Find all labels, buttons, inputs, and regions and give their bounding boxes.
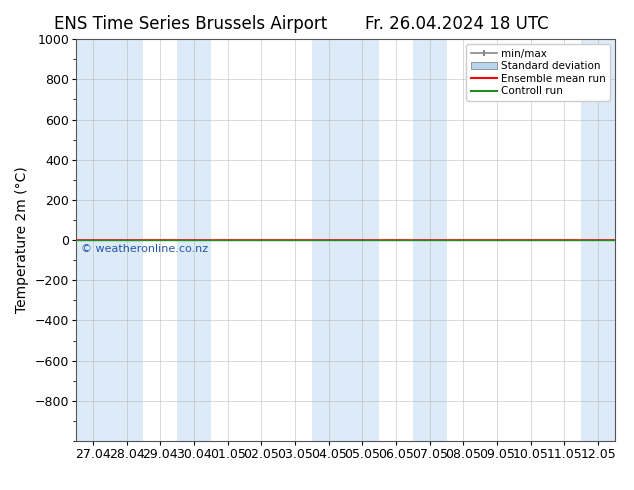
Bar [177,39,210,441]
Text: Fr. 26.04.2024 18 UTC: Fr. 26.04.2024 18 UTC [365,15,548,33]
Legend: min/max, Standard deviation, Ensemble mean run, Controll run: min/max, Standard deviation, Ensemble me… [467,45,610,100]
Bar [110,39,143,441]
Bar [413,39,446,441]
Text: © weatheronline.co.nz: © weatheronline.co.nz [81,244,209,254]
Bar [76,39,110,441]
Y-axis label: Temperature 2m (°C): Temperature 2m (°C) [15,167,29,314]
Bar [346,39,379,441]
Text: ENS Time Series Brussels Airport: ENS Time Series Brussels Airport [54,15,327,33]
Bar [312,39,346,441]
Bar [581,39,615,441]
